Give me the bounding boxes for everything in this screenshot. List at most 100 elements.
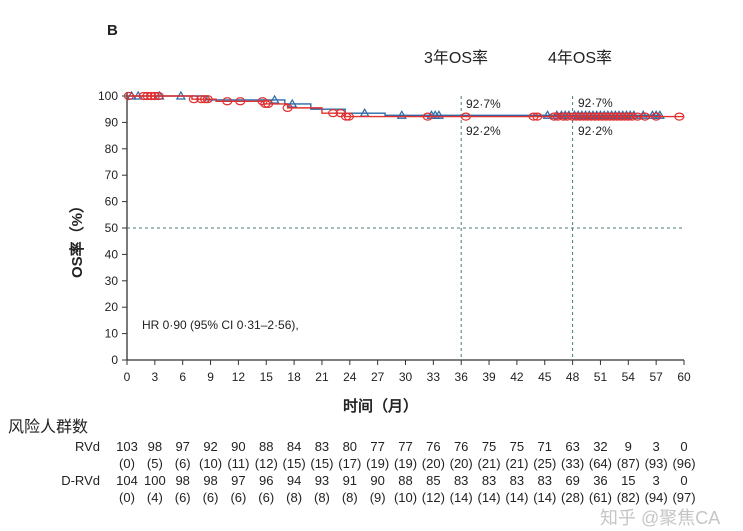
rvd-3y-value: 92·7% (466, 97, 501, 111)
censor-mark-d-rvd (574, 112, 586, 121)
censor-mark-d-rvd (222, 97, 233, 106)
risk-events: (6) (174, 456, 191, 471)
censor-mark-d-rvd (257, 97, 268, 106)
x-tick-label: 27 (371, 370, 385, 384)
risk-count: 104 (116, 473, 138, 488)
risk-events: (6) (258, 490, 275, 505)
censor-mark-d-rvd (604, 112, 615, 121)
risk-events: (64) (588, 456, 612, 471)
risk-count: 0 (680, 439, 688, 454)
risk-row-label: RVd (74, 439, 100, 454)
risk-count: 103 (116, 439, 138, 454)
y-tick-label: 50 (105, 221, 119, 235)
risk-events: (28) (561, 490, 585, 505)
watermark: 知乎 @聚焦CA (600, 508, 721, 528)
risk-count: 92 (203, 439, 218, 454)
risk-count: 85 (426, 473, 441, 488)
censor-mark-d-rvd (615, 112, 626, 121)
risk-count: 83 (314, 439, 330, 454)
risk-events: (0) (119, 490, 135, 505)
drvd-3y-value: 92·2% (466, 124, 501, 138)
risk-count: 76 (453, 439, 469, 454)
panel-label: B (107, 22, 118, 39)
y-tick-label: 90 (105, 115, 119, 129)
censor-mark-d-rvd (123, 91, 134, 101)
risk-count: 88 (259, 439, 274, 454)
censor-mark-d-rvd (651, 112, 662, 121)
risk-count: 100 (143, 473, 166, 488)
x-tick-label: 24 (343, 370, 357, 384)
x-tick-label: 57 (649, 370, 663, 384)
risk-count: 90 (370, 473, 385, 488)
risk-count: 75 (509, 439, 525, 454)
risk-events: (15) (310, 456, 334, 471)
risk-count: 97 (175, 439, 190, 454)
censor-mark-d-rvd (199, 95, 211, 104)
x-tick-label: 45 (538, 370, 552, 384)
risk-count: 15 (621, 473, 636, 488)
y-tick-label: 30 (105, 274, 119, 288)
censor-mark-d-rvd (567, 112, 578, 121)
x-tick-label: 3 (152, 370, 159, 384)
risk-count: 83 (509, 473, 525, 488)
censor-mark-d-rvd (422, 112, 433, 121)
censor-mark-d-rvd (619, 112, 630, 121)
risk-count: 83 (537, 473, 552, 488)
risk-count: 76 (426, 439, 441, 454)
censor-mark-d-rvd (263, 99, 274, 109)
censor-mark-d-rvd (282, 103, 293, 112)
risk-events: (5) (146, 456, 163, 471)
risk-events: (0) (119, 456, 135, 471)
risk-count: 98 (147, 439, 163, 454)
risk-events: (33) (561, 456, 585, 471)
x-tick-label: 33 (427, 370, 441, 384)
risk-events: (6) (174, 490, 191, 505)
risk-events: (96) (672, 456, 696, 471)
risk-count: 80 (342, 439, 358, 454)
censor-mark-d-rvd (674, 112, 685, 121)
risk-count: 71 (537, 439, 552, 454)
risk-count: 3 (652, 439, 660, 454)
y-tick-label: 10 (105, 327, 119, 341)
y-tick-label: 100 (98, 89, 118, 103)
risk-count: 77 (370, 439, 385, 454)
risk-count: 90 (231, 439, 246, 454)
risk-events: (14) (533, 490, 557, 505)
risk-count: 83 (453, 473, 469, 488)
risk-events: (8) (286, 490, 303, 505)
risk-count: 83 (481, 473, 497, 488)
km-curve-d-rvd (127, 95, 684, 118)
x-tick-label: 54 (622, 370, 636, 384)
x-tick-label: 0 (124, 370, 131, 384)
censor-mark-d-rvd (571, 112, 582, 121)
censor-mark-d-rvd (188, 95, 199, 104)
risk-count: 3 (652, 473, 660, 488)
risk-events: (25) (533, 456, 557, 471)
risk-events: (10) (198, 456, 223, 471)
risk-count: 0 (680, 473, 688, 488)
censor-mark-rvd (433, 110, 444, 119)
risk-count: 36 (593, 473, 608, 488)
x-tick-label: 36 (455, 370, 469, 384)
risk-count: 94 (286, 473, 302, 488)
x-tick-label: 9 (207, 370, 214, 384)
x-tick-label: 60 (677, 370, 691, 384)
censor-mark-d-rvd (612, 112, 623, 121)
censor-mark-d-rvd (235, 97, 246, 106)
risk-count: 9 (624, 439, 632, 454)
risk-count: 97 (231, 473, 246, 488)
x-tick-label: 39 (482, 370, 496, 384)
risk-count: 32 (593, 439, 608, 454)
hr-annotation: HR 0·90 (95% CI 0·31–2·56), (142, 318, 299, 332)
censor-mark-d-rvd (597, 112, 608, 121)
risk-events: (14) (449, 490, 473, 505)
risk-count: 69 (565, 473, 580, 488)
risk-events: (14) (477, 490, 501, 505)
risk-events: (61) (588, 490, 612, 505)
censor-mark-d-rvd (460, 112, 471, 121)
risk-events: (12) (254, 456, 278, 471)
censor-mark-d-rvd (582, 112, 593, 121)
risk-count: 75 (481, 439, 497, 454)
risk-count: 88 (398, 473, 413, 488)
